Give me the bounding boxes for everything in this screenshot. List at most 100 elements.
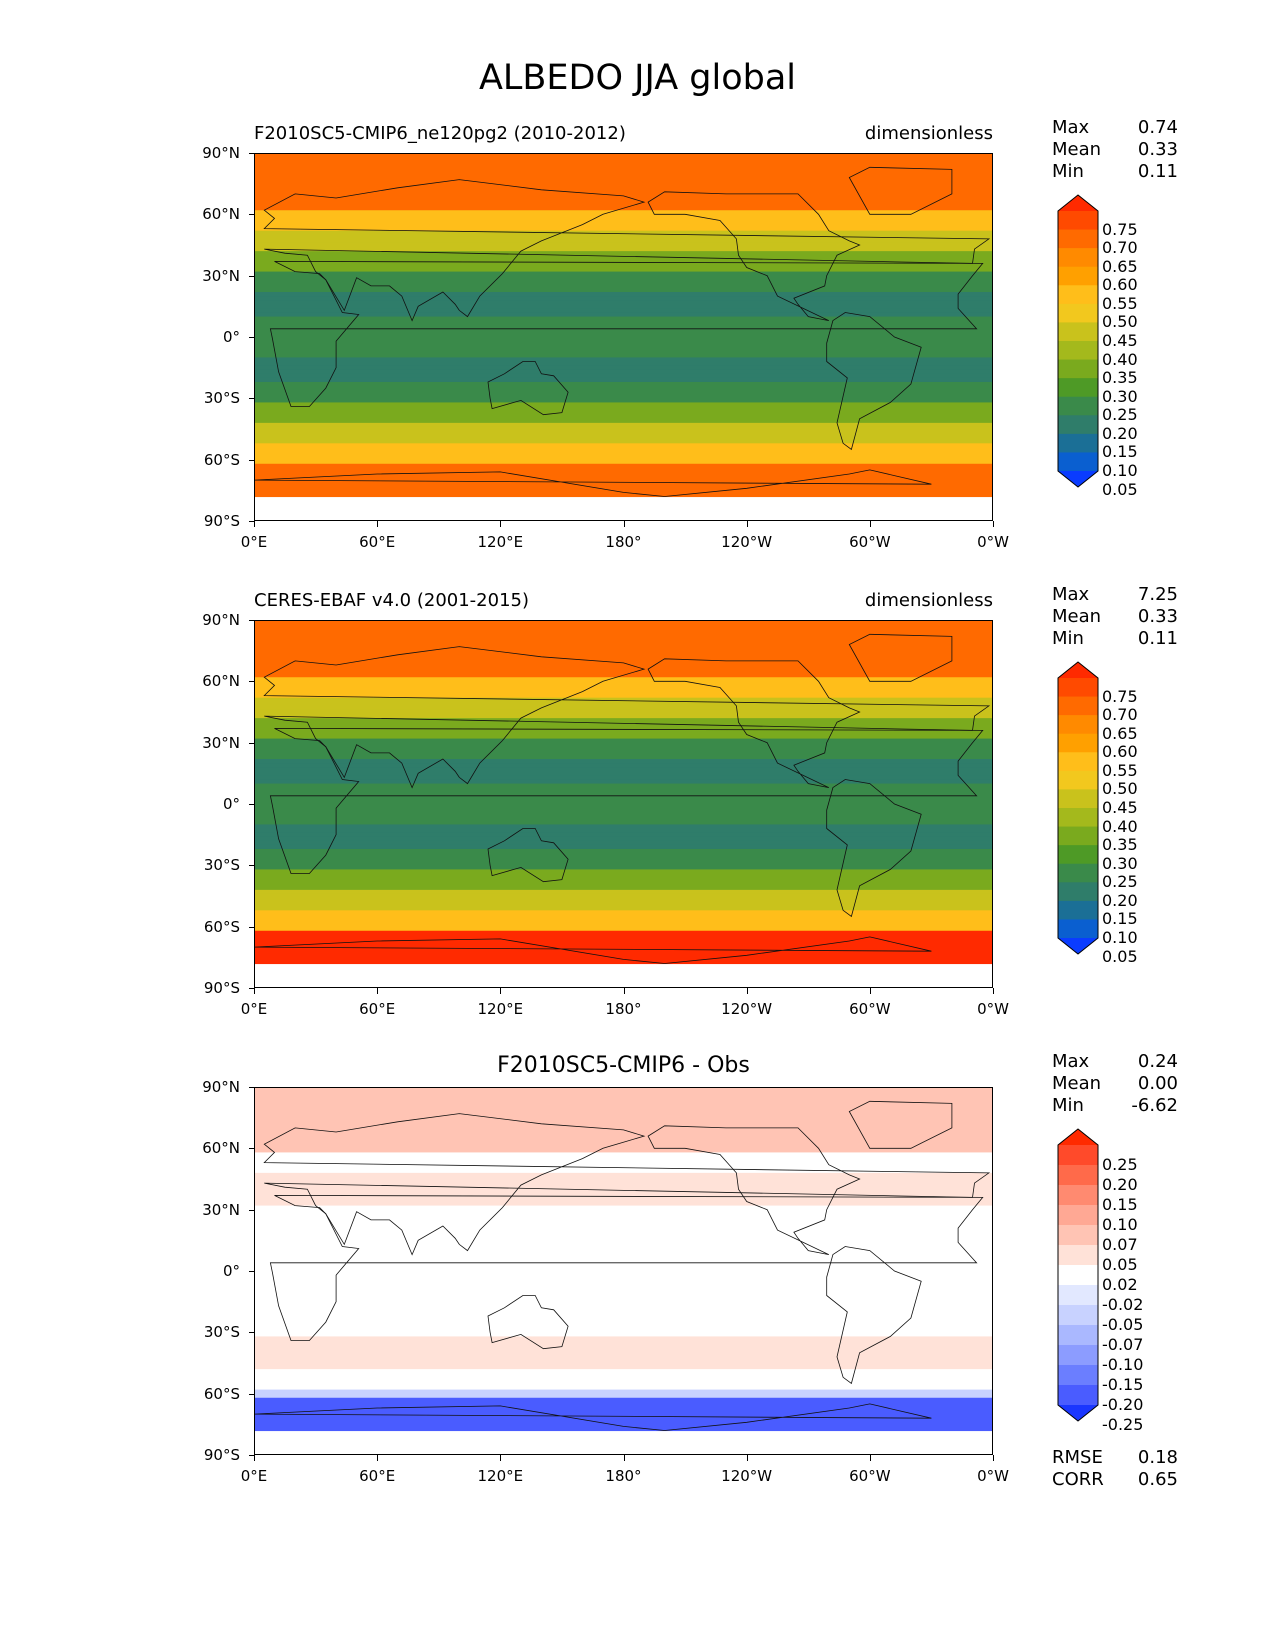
colorbar-tick-label: 0.55 [1102,293,1138,313]
colorbar-tick-label: -0.25 [1102,1415,1144,1434]
lat-tick [249,926,254,928]
map-band [254,320,993,326]
map-band [254,251,993,256]
map-band [254,681,993,687]
map-band [254,312,993,318]
map-band [254,210,993,215]
map-band [254,759,993,764]
map-band [254,812,993,817]
colorbar-swatch [1058,322,1098,342]
map-band [254,337,993,342]
colorbar-swatch [1058,1345,1098,1366]
colorbar-swatch [1058,1325,1098,1346]
map-band [254,914,993,920]
lat-tick [249,1148,254,1150]
panel-units-title: dimensionless [864,590,993,611]
coastline [848,633,953,682]
colorbar-swatch [1058,359,1098,379]
colorbar-tick-label: 0.15 [1102,1195,1138,1214]
map-band [254,1176,993,1182]
map-panel [254,1087,993,1455]
colorbar-swatch [1058,1185,1098,1206]
colorbar-swatch [1058,863,1098,883]
map-band [254,328,993,334]
coastline [647,658,861,788]
coastline [487,1295,569,1350]
map-band [254,795,993,801]
colorbar-tick-label: 0.20 [1102,890,1138,910]
lon-tick-label: 120°E [477,1467,524,1485]
lon-tick-label: 0°W [977,1467,1009,1485]
colorbar-tick-label: 0.70 [1102,238,1138,258]
map-band [254,1197,993,1203]
colorbar-tick-label: 0.20 [1102,423,1138,443]
map-band [254,398,993,404]
map-band [254,726,993,731]
stat-value: 0.11 [1137,161,1178,182]
colorbar-swatch [1058,678,1098,698]
map-band [254,1397,993,1403]
map-band [254,1115,993,1121]
map-band [254,1103,993,1109]
map-band [254,1401,993,1407]
map-band [254,283,993,289]
map-band [254,1279,993,1284]
lon-tick [623,521,625,527]
colorbar-swatch [1058,1365,1098,1386]
lon-tick [869,988,871,994]
coastline [848,1100,953,1149]
lat-tick-label: 60°S [203,450,240,469]
map-band [254,628,993,633]
map-band [254,1258,993,1264]
map-band [254,808,993,813]
coastline [263,179,991,322]
panel-units-title: dimensionless [864,123,993,144]
map-band [254,296,993,301]
colorbar-tick-label: 0.25 [1102,405,1138,425]
stat-label: Min [1052,161,1084,182]
map-band [254,1254,993,1260]
map-band [254,1209,993,1215]
map-band [254,1152,993,1158]
colorbar-swatch [1058,1265,1098,1286]
map-band [254,1287,993,1293]
map-band [254,636,993,642]
lon-tick-label: 60°W [849,1000,891,1018]
map-band [254,422,993,428]
map-band [254,1205,993,1211]
map-band [254,1246,993,1252]
colorbar-tick-label: -0.15 [1102,1375,1144,1394]
colorbar-tick-label: -0.05 [1102,1315,1144,1334]
map-band [254,467,993,473]
map-band [254,1164,993,1170]
colorbar-swatch [1058,452,1098,472]
map-band [254,1381,993,1387]
colorbar-tick-label: 0.75 [1102,219,1138,239]
lon-tick-label: 180° [605,1467,642,1485]
colorbar-tick-label: 0.65 [1102,256,1138,276]
map-band [254,275,993,281]
map-band [254,771,993,776]
map-band [254,844,993,850]
map-band [254,1172,993,1178]
lon-tick [869,1455,871,1461]
map-band [254,857,993,862]
map-band [254,1266,993,1272]
map-band [254,955,993,960]
colorbar-tick-label: 0.15 [1102,442,1138,462]
map-band [254,885,993,891]
map-band [254,824,993,830]
map-band [254,165,993,170]
lon-tick-label: 180° [605,533,642,551]
map-band [254,484,993,489]
map-band [254,640,993,646]
colorbar-swatch [1058,266,1098,286]
map-band [254,300,993,305]
map-band [254,451,993,457]
stat-label: Mean [1052,606,1102,627]
stat-value: 0.24 [1137,1051,1178,1072]
map-band [254,426,993,432]
colorbar-swatch [1058,415,1098,435]
map-band [254,197,993,203]
lat-tick [249,275,254,277]
